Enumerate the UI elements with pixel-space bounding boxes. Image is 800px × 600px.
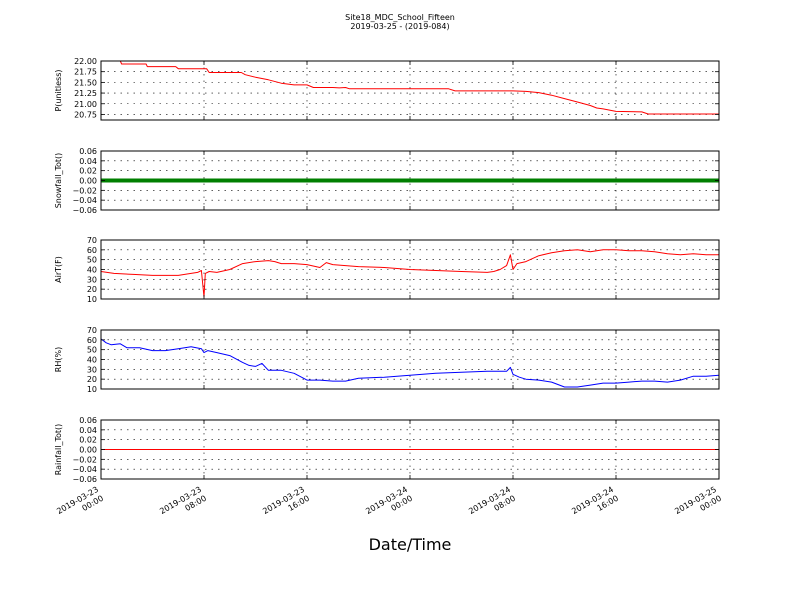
y-tick-label: 10	[87, 385, 97, 394]
y-tick-label: 40	[87, 356, 97, 365]
y-tick-label: −0.04	[72, 196, 97, 205]
y-tick-label: 21.25	[74, 89, 97, 98]
series-line-1	[100, 249, 719, 298]
y-tick-label: 21.75	[74, 68, 97, 77]
y-tick-label: 22.00	[74, 57, 97, 66]
x-tick-label: 2019-03-2500:00	[673, 485, 723, 525]
subplot-5: 0.060.040.020.00−0.02−0.04−0.06 Rainfall_…	[54, 416, 720, 484]
subplot-2: 0.060.040.020.00−0.02−0.04−0.06 Snowfall_…	[54, 147, 720, 215]
y-tick-label: 30	[87, 365, 97, 374]
x-tick-label: 2019-03-2408:00	[467, 485, 517, 525]
y-tick-label: 50	[87, 346, 97, 355]
y-axis-label: RH(%)	[54, 347, 63, 372]
y-tick-label: 60	[87, 246, 97, 255]
y-tick-label: −0.02	[72, 455, 97, 464]
y-tick-label: 0.00	[79, 446, 97, 455]
x-tick-label: 2019-03-2400:00	[364, 485, 414, 525]
y-tick-label: 0.02	[79, 436, 97, 445]
y-tick-label: −0.06	[72, 206, 97, 215]
x-tick-label: 2019-03-2300:00	[55, 485, 105, 525]
y-axis-label: P(unitless)	[54, 69, 63, 111]
y-tick-label: 30	[87, 275, 97, 284]
y-tick-label: 10	[87, 295, 97, 304]
x-tick-label: 2019-03-2416:00	[570, 485, 620, 525]
y-tick-label: 20	[87, 375, 97, 384]
y-tick-label: 20.75	[74, 110, 97, 119]
y-tick-label: 70	[87, 326, 97, 335]
y-tick-label: 60	[87, 336, 97, 345]
y-tick-label: −0.02	[72, 186, 97, 195]
x-axis-label: Date/Time	[369, 535, 452, 554]
y-axis-label: Rainfall_Tot()	[54, 424, 63, 476]
x-tick-label: 2019-03-2316:00	[261, 485, 311, 525]
y-tick-label: 0.02	[79, 167, 97, 176]
y-tick-label: 0.00	[79, 177, 97, 186]
y-tick-label: 21.00	[74, 100, 97, 109]
y-tick-label: 70	[87, 236, 97, 245]
figure-subtitle: 2019-03-25 - (2019-084)	[350, 22, 449, 31]
x-tick-labels: 2019-03-2300:00 2019-03-2308:00 2019-03-23…	[55, 485, 723, 525]
series-line-1	[100, 338, 720, 388]
series-line-1	[101, 60, 719, 115]
y-axis-label: Snowfall_Tot()	[54, 153, 63, 209]
x-tick-label: 2019-03-2308:00	[158, 485, 208, 525]
y-tick-label: 20	[87, 285, 97, 294]
y-tick-label: −0.04	[72, 465, 97, 474]
y-tick-label: 0.06	[79, 147, 97, 156]
figure-title: Site18_MDC_School_Fifteen	[345, 13, 455, 22]
plot-frame	[100, 329, 720, 390]
y-tick-label: 50	[87, 256, 97, 265]
y-tick-label: 21.50	[74, 78, 97, 87]
y-tick-label: 0.04	[79, 426, 97, 435]
y-tick-label: 0.04	[79, 157, 97, 166]
y-tick-label: 0.06	[79, 416, 97, 425]
y-tick-label: −0.06	[72, 475, 97, 484]
y-axis-label: AirT(F)	[54, 256, 63, 283]
y-tick-label: 40	[87, 266, 97, 275]
